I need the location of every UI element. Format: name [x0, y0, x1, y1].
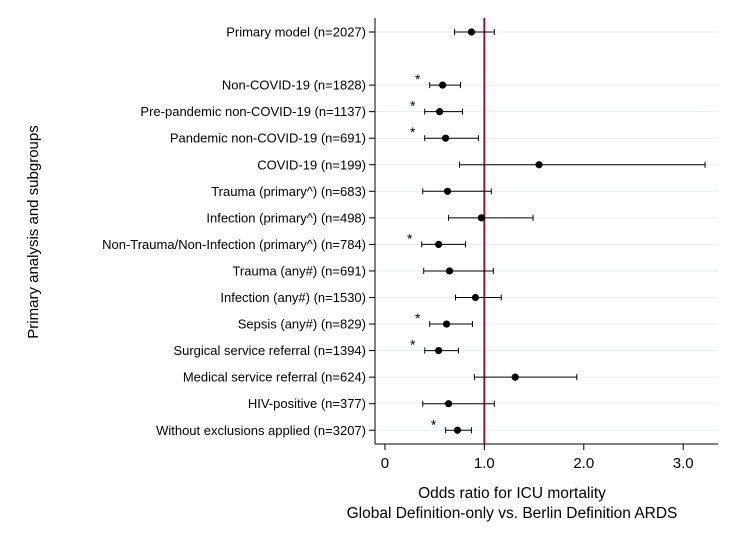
category-label: Pandemic non-COVID-19 (n=691) — [170, 131, 366, 146]
category-label: Without exclusions applied (n=3207) — [156, 423, 366, 438]
significance-star: * — [431, 416, 437, 432]
y-axis-title: Primary analysis and subgroups — [25, 125, 42, 338]
x-tick-label: 1.0 — [474, 455, 495, 472]
category-label: Non-Trauma/Non-Infection (primary^) (n=7… — [102, 237, 366, 252]
category-label: Trauma (any#) (n=691) — [232, 263, 366, 278]
category-labels: Primary model (n=2027) Non-COVID-19 (n=18… — [102, 25, 366, 438]
point-estimate — [471, 293, 480, 302]
significance-star: * — [410, 98, 416, 114]
point-estimate — [444, 400, 453, 408]
plot-marks: * * * * * * * — [407, 28, 706, 434]
x-tick-label: 3.0 — [673, 455, 694, 472]
x-tick-label: 2.0 — [573, 455, 594, 472]
category-label: Medical service referral (n=624) — [183, 370, 366, 385]
significance-star: * — [410, 337, 416, 353]
point-estimate — [441, 134, 450, 142]
significance-star: * — [410, 124, 416, 140]
point-estimate — [511, 373, 519, 381]
point-estimate — [535, 161, 543, 169]
point-estimate — [453, 426, 462, 434]
y-axis-ticks — [369, 31, 375, 431]
category-label: Non-COVID-19 (n=1828) — [222, 78, 366, 93]
category-label: Primary model (n=2027) — [226, 25, 366, 40]
category-label: Infection (primary^) (n=498) — [206, 210, 366, 225]
point-estimate — [467, 28, 476, 36]
category-label: Sepsis (any#) (n=829) — [238, 317, 366, 332]
point-estimate — [436, 108, 444, 116]
point-estimate — [445, 267, 454, 275]
point-estimate — [435, 240, 443, 248]
point-estimate — [442, 320, 451, 328]
category-label: COVID-19 (n=199) — [257, 157, 366, 172]
significance-star: * — [407, 230, 413, 246]
point-estimate — [435, 347, 443, 355]
category-label: Surgical service referral (n=1394) — [173, 343, 366, 358]
x-tick-label: 0 — [381, 455, 389, 472]
point-estimate — [477, 214, 485, 222]
gridlines — [375, 31, 718, 431]
point-estimate — [443, 187, 452, 195]
significance-star: * — [415, 71, 421, 87]
category-label: Trauma (primary^) (n=683) — [211, 184, 366, 199]
x-axis-title-line2: Global Definition-only vs. Berlin Defini… — [347, 505, 678, 522]
category-label: Infection (any#) (n=1530) — [220, 290, 366, 305]
category-label: Pre-pandemic non-COVID-19 (n=1137) — [140, 104, 366, 119]
category-label: HIV-positive (n=377) — [248, 396, 366, 411]
x-axis-title-line1: Odds ratio for ICU mortality — [418, 485, 606, 502]
significance-star: * — [415, 310, 421, 326]
point-estimate — [439, 81, 447, 89]
x-axis-ticks: 0 1.0 2.0 3.0 — [381, 444, 694, 472]
